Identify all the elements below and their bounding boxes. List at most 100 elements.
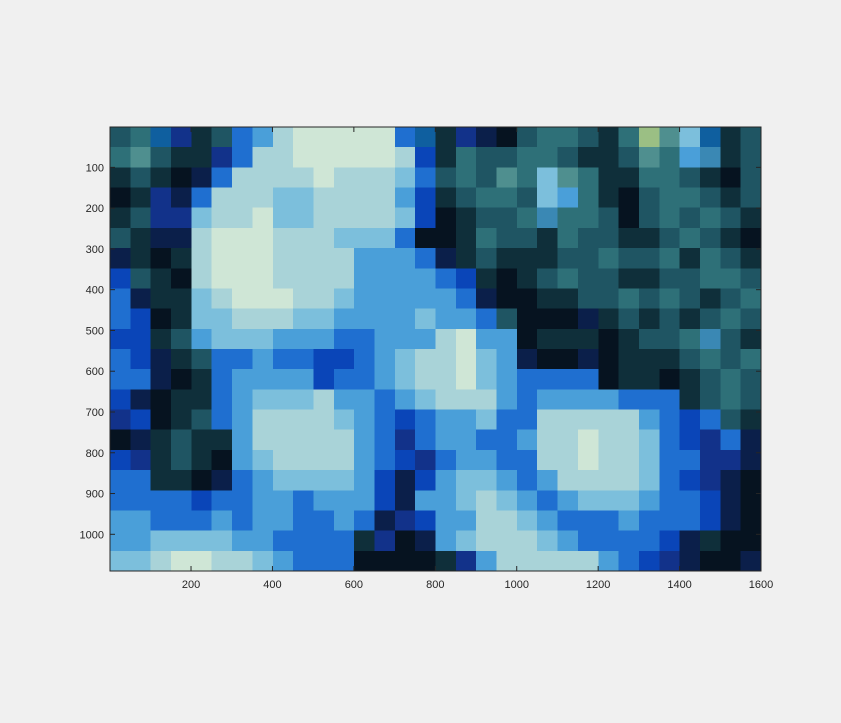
image-pixel xyxy=(394,167,416,189)
image-pixel xyxy=(577,429,599,451)
image-pixel xyxy=(435,268,457,290)
image-pixel xyxy=(476,268,498,290)
image-pixel xyxy=(232,207,253,229)
image-pixel xyxy=(577,227,599,249)
image-pixel xyxy=(659,127,681,148)
image-pixel xyxy=(211,409,233,431)
image-pixel xyxy=(211,328,233,350)
image-pixel xyxy=(374,490,396,512)
image-pixel xyxy=(699,147,721,168)
image-pixels xyxy=(110,127,762,572)
image-pixel xyxy=(598,530,620,552)
image-pixel xyxy=(130,328,152,350)
image-pixel xyxy=(272,470,294,491)
image-pixel xyxy=(618,530,640,552)
image-pixel xyxy=(150,550,172,572)
image-pixel xyxy=(659,449,681,471)
image-pixel xyxy=(435,510,457,532)
image-pixel xyxy=(577,389,599,411)
image-pixel xyxy=(516,308,538,330)
image-pixel xyxy=(435,470,457,491)
image-pixel xyxy=(211,429,233,451)
image-pixel xyxy=(699,389,721,411)
image-pixel xyxy=(659,550,681,572)
image-pixel xyxy=(313,429,335,451)
image-pixel xyxy=(455,207,477,229)
image-pixel xyxy=(455,147,477,168)
image-pixel xyxy=(313,470,335,491)
image-pixel xyxy=(740,369,762,390)
image-pixel xyxy=(110,207,131,229)
image-pixel xyxy=(537,127,559,148)
image-pixel xyxy=(374,187,396,209)
image-pixel xyxy=(211,349,233,370)
image-pixel xyxy=(659,268,681,290)
image-pixel xyxy=(110,470,131,491)
image-pixel xyxy=(313,490,335,512)
image-pixel xyxy=(110,490,131,512)
image-pixel xyxy=(272,167,294,189)
image-pixel xyxy=(659,308,681,330)
image-pixel xyxy=(496,127,518,148)
image-pixel xyxy=(293,328,315,350)
image-pixel xyxy=(638,470,660,491)
image-pixel xyxy=(720,510,742,532)
image-pixel xyxy=(333,268,355,290)
image-pixel xyxy=(130,550,152,572)
image-pixel xyxy=(293,510,315,532)
image-pixel xyxy=(557,510,579,532)
image-pixel xyxy=(679,550,701,572)
image-pixel xyxy=(537,207,559,229)
image-pixel xyxy=(679,349,701,370)
image-pixel xyxy=(618,127,640,148)
image-pixel xyxy=(354,510,376,532)
image-pixel xyxy=(557,268,579,290)
image-pixel xyxy=(171,510,192,532)
image-pixel xyxy=(150,510,172,532)
image-pixel xyxy=(455,308,477,330)
image-pixel xyxy=(150,389,172,411)
image-pixel xyxy=(638,207,660,229)
image-pixel xyxy=(130,268,152,290)
image-pixel xyxy=(598,127,620,148)
image-pixel xyxy=(720,288,742,310)
image-pixel xyxy=(354,470,376,491)
image-pixel xyxy=(150,167,172,189)
image-pixel xyxy=(496,490,518,512)
image-pixel xyxy=(435,530,457,552)
image-pixel xyxy=(638,288,660,310)
image-pixel xyxy=(130,227,152,249)
image-pixel xyxy=(150,328,172,350)
image-pixel xyxy=(232,227,253,249)
image-pixel xyxy=(679,308,701,330)
image-pixel xyxy=(272,268,294,290)
image-pixel xyxy=(333,288,355,310)
image-pixel xyxy=(252,470,274,491)
image-pixel xyxy=(537,369,559,390)
image-pixel xyxy=(516,470,538,491)
image-pixel xyxy=(455,167,477,189)
image-pixel xyxy=(272,510,294,532)
image-pixel xyxy=(211,389,233,411)
image-pixel xyxy=(232,328,253,350)
image-pixel xyxy=(638,349,660,370)
image-pixel xyxy=(130,187,152,209)
image-pixel xyxy=(150,248,172,269)
image-pixel xyxy=(699,268,721,290)
image-pixel xyxy=(476,429,498,451)
image-pixel xyxy=(557,389,579,411)
image-pixel xyxy=(577,288,599,310)
image-pixel xyxy=(394,328,416,350)
image-pixel xyxy=(516,389,538,411)
image-pixel xyxy=(171,268,192,290)
image-pixel xyxy=(516,429,538,451)
image-pixel xyxy=(435,187,457,209)
image-pixel xyxy=(293,449,315,471)
image-pixel xyxy=(577,470,599,491)
image-pixel xyxy=(740,409,762,431)
image-pixel xyxy=(354,530,376,552)
image-pixel xyxy=(537,147,559,168)
image-pixel xyxy=(313,227,335,249)
image-pixel xyxy=(435,147,457,168)
image-pixel xyxy=(354,550,376,572)
